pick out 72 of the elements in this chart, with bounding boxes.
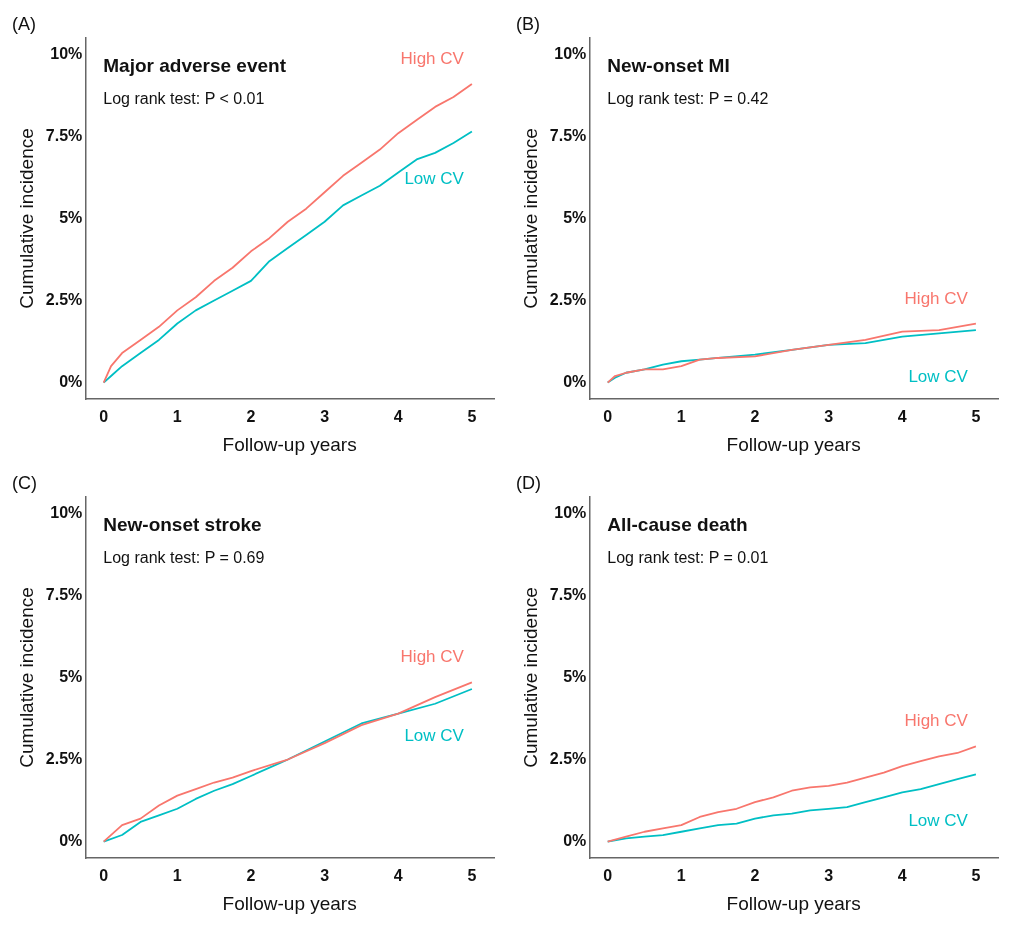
series-label: Low CV bbox=[908, 811, 969, 831]
y-axis-title: Cumulative incidence bbox=[15, 128, 37, 309]
annotation: Log rank test: P = 0.01 bbox=[607, 549, 769, 566]
y-tick-label: 7.5% bbox=[549, 126, 587, 144]
y-tick-label: 10% bbox=[554, 44, 587, 62]
y-axis-title: Cumulative incidence bbox=[519, 587, 541, 768]
x-tick-label: 2 bbox=[750, 867, 760, 885]
x-tick-label: 3 bbox=[824, 867, 834, 885]
y-tick-label: 0% bbox=[59, 832, 83, 849]
series-label: High CV bbox=[400, 48, 465, 68]
x-tick-label: 4 bbox=[393, 408, 403, 426]
y-tick-label: 7.5% bbox=[45, 585, 83, 603]
series-label: Low CV bbox=[908, 367, 969, 387]
y-tick-label: 7.5% bbox=[45, 126, 83, 144]
x-tick-label: 0 bbox=[603, 408, 613, 426]
y-tick-label: 2.5% bbox=[549, 290, 587, 308]
text: (D) bbox=[516, 473, 541, 493]
x-tick-label: 0 bbox=[99, 867, 109, 885]
x-tick-label: 4 bbox=[393, 867, 403, 885]
x-tick-label: 5 bbox=[971, 867, 981, 885]
y-tick-label: 2.5% bbox=[45, 290, 83, 308]
y-tick-label: 10% bbox=[50, 44, 83, 62]
text: (B) bbox=[516, 14, 540, 34]
x-tick-label: 0 bbox=[99, 408, 109, 426]
x-tick-label: 3 bbox=[320, 408, 330, 426]
text: New-onset stroke bbox=[103, 514, 262, 535]
y-tick-label: 5% bbox=[563, 208, 587, 226]
x-tick-label: 5 bbox=[467, 867, 477, 885]
y-tick-label: 5% bbox=[59, 667, 83, 685]
y-tick-label: 5% bbox=[59, 208, 83, 226]
series-label: High CV bbox=[904, 711, 969, 731]
series-label: Low CV bbox=[404, 725, 465, 745]
x-tick-label: 1 bbox=[676, 867, 686, 885]
y-tick-label: 2.5% bbox=[549, 749, 587, 767]
y-tick-label: 0% bbox=[563, 832, 587, 849]
y-tick-label: 5% bbox=[563, 667, 587, 685]
x-axis-title: Follow-up years bbox=[726, 433, 861, 455]
x-axis-title: Follow-up years bbox=[726, 892, 861, 914]
x-tick-label: 4 bbox=[897, 867, 907, 885]
x-tick-label: 3 bbox=[824, 408, 834, 426]
series-label: Low CV bbox=[404, 168, 465, 188]
series-label: High CV bbox=[400, 647, 465, 667]
text: (C) bbox=[12, 473, 37, 493]
x-tick-label: 1 bbox=[172, 408, 182, 426]
x-tick-label: 1 bbox=[676, 408, 686, 426]
x-tick-label: 2 bbox=[246, 867, 256, 885]
annotation: Log rank test: P < 0.01 bbox=[103, 90, 265, 107]
series-label: High CV bbox=[904, 288, 969, 308]
x-tick-label: 5 bbox=[467, 408, 477, 426]
text: (A) bbox=[12, 14, 36, 34]
y-axis-title: Cumulative incidence bbox=[15, 587, 37, 768]
x-tick-label: 3 bbox=[320, 867, 330, 885]
y-tick-label: 10% bbox=[50, 503, 83, 521]
x-axis-title: Follow-up years bbox=[222, 433, 357, 455]
text: All-cause death bbox=[607, 514, 748, 535]
x-tick-label: 2 bbox=[750, 408, 760, 426]
y-tick-label: 2.5% bbox=[45, 749, 83, 767]
x-axis-title: Follow-up years bbox=[222, 892, 357, 914]
y-axis-title: Cumulative incidence bbox=[519, 128, 541, 309]
y-tick-label: 10% bbox=[554, 503, 587, 521]
annotation: Log rank test: P = 0.69 bbox=[103, 549, 265, 566]
x-tick-label: 2 bbox=[246, 408, 256, 426]
x-tick-label: 4 bbox=[897, 408, 907, 426]
annotation: Log rank test: P = 0.42 bbox=[607, 90, 769, 107]
text: Major adverse event bbox=[103, 55, 287, 76]
y-tick-label: 0% bbox=[563, 373, 587, 390]
y-tick-label: 0% bbox=[59, 373, 83, 390]
x-tick-label: 5 bbox=[971, 408, 981, 426]
text: New-onset MI bbox=[607, 55, 730, 76]
x-tick-label: 0 bbox=[603, 867, 613, 885]
y-tick-label: 7.5% bbox=[549, 585, 587, 603]
x-tick-label: 1 bbox=[172, 867, 182, 885]
